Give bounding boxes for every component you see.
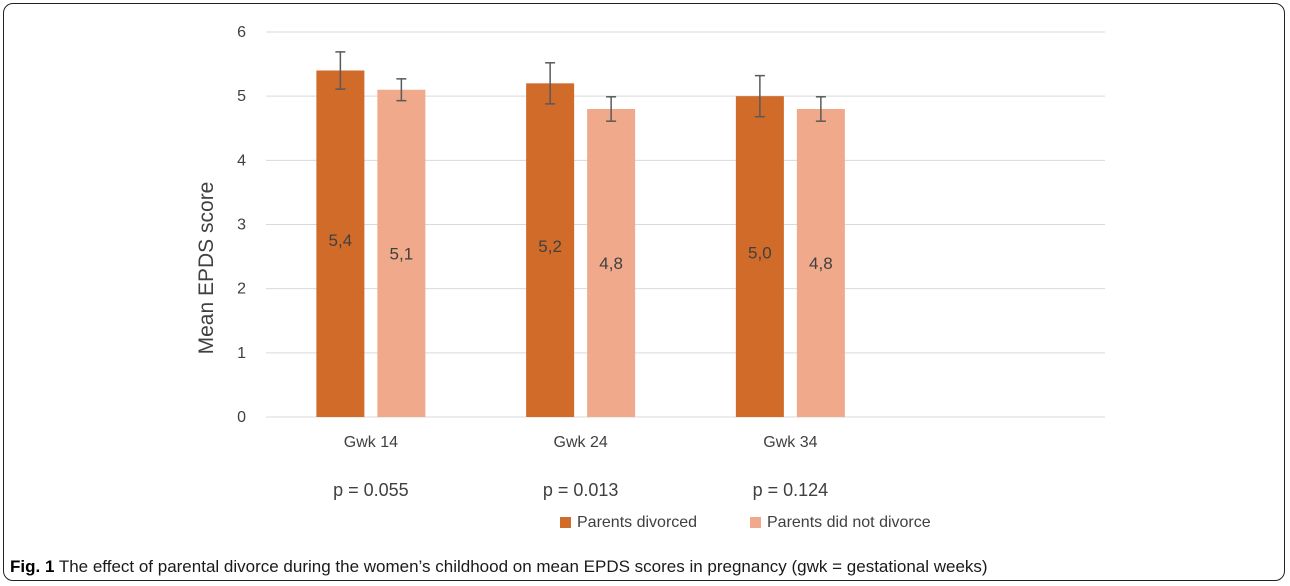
legend-swatch (560, 517, 571, 528)
x-axis-ticks: Gwk 14 Gwk 24 Gwk 34 (344, 434, 818, 451)
y-tick-label: 6 (237, 24, 246, 41)
bar-value-label: 5,1 (390, 244, 414, 263)
p-values: p = 0.055 p = 0.013 p = 0.124 (333, 480, 828, 500)
error-bars (335, 51, 826, 122)
bar-value-label: 4,8 (809, 254, 833, 273)
bar-value-label: 5,2 (538, 237, 562, 256)
legend-label: Parents did not divorce (767, 514, 931, 531)
p-value-label: p = 0.013 (543, 480, 619, 500)
x-tick-label: Gwk 14 (344, 434, 398, 451)
y-tick-label: 3 (237, 217, 246, 234)
y-tick-label: 4 (237, 152, 246, 169)
bar (796, 109, 845, 417)
bar (377, 89, 426, 417)
figure-caption: Fig. 1 The effect of parental divorce du… (10, 557, 988, 577)
caption-text: The effect of parental divorce during th… (58, 557, 988, 576)
legend: Parents divorced Parents did not divorce (560, 514, 931, 531)
bar-value-label: 5,4 (329, 231, 353, 250)
x-tick-label: Gwk 34 (763, 434, 817, 451)
bar (587, 109, 636, 417)
x-tick-label: Gwk 24 (554, 434, 608, 451)
bar-value-label: 5,0 (748, 244, 772, 263)
bars (316, 70, 845, 418)
caption-label: Fig. 1 (10, 557, 55, 576)
y-axis-ticks: 0 1 2 3 4 5 6 (237, 24, 246, 426)
y-axis-label: Mean EPDS score (195, 182, 218, 355)
bar (526, 83, 575, 417)
legend-swatch (750, 517, 761, 528)
bar-value-labels: 5,4 5,1 5,2 4,8 5,0 4,8 (329, 231, 833, 273)
bar-value-label: 4,8 (599, 254, 623, 273)
y-tick-label: 0 (237, 409, 246, 426)
legend-label: Parents divorced (577, 514, 697, 531)
bar (735, 96, 784, 418)
figure-frame (3, 3, 1285, 581)
p-value-label: p = 0.055 (333, 480, 409, 500)
y-tick-label: 5 (237, 88, 246, 105)
p-value-label: p = 0.124 (753, 480, 829, 500)
y-tick-label: 1 (237, 345, 246, 362)
y-tick-label: 2 (237, 281, 246, 298)
bar (316, 70, 365, 417)
